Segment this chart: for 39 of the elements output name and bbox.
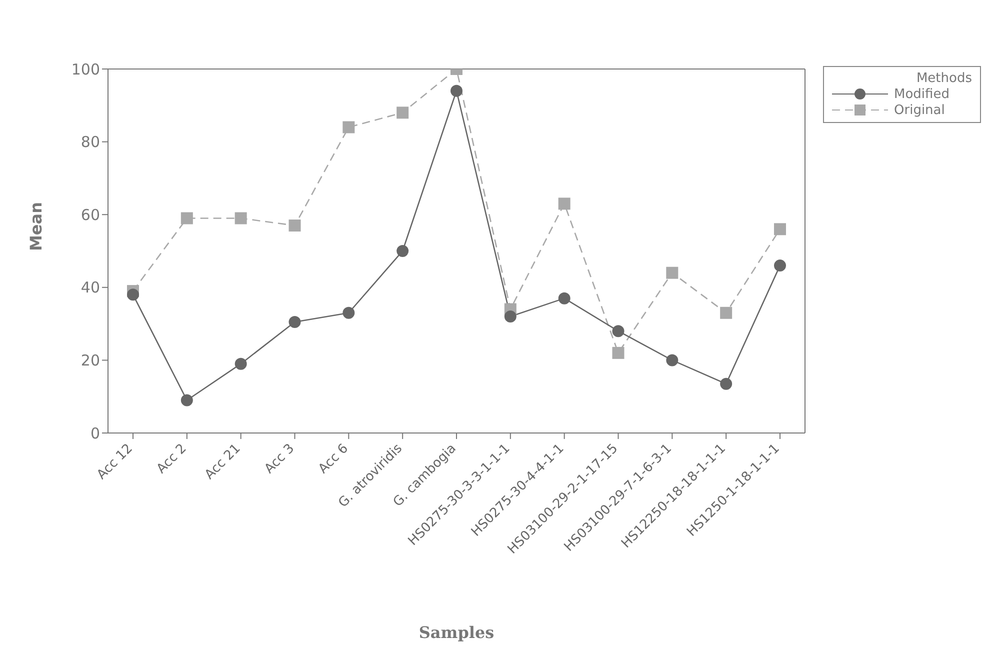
legend-label: Modified — [894, 86, 950, 102]
x-axis-title: Samples — [418, 623, 494, 642]
point — [234, 212, 247, 224]
legend-title: Methods — [915, 71, 972, 86]
x-tick-label: Acc 3 — [262, 441, 298, 477]
point — [342, 121, 355, 134]
y-tick-label: 0 — [90, 424, 100, 442]
y-tick-label: 20 — [80, 352, 100, 370]
x-tick-label: Acc 21 — [202, 441, 244, 483]
point — [396, 245, 409, 257]
x-tick-label: Acc 6 — [316, 441, 352, 477]
y-tick-label: 40 — [80, 278, 100, 297]
y-tick-label: 60 — [80, 206, 100, 224]
x-tick-label: Acc 12 — [94, 441, 136, 483]
y-axis-title: Mean — [26, 202, 46, 251]
point — [558, 198, 570, 210]
point — [720, 306, 732, 319]
point — [504, 310, 516, 323]
point — [180, 212, 193, 224]
point — [396, 106, 409, 119]
point — [720, 378, 732, 390]
point — [774, 260, 786, 272]
point — [558, 292, 570, 304]
point — [342, 306, 355, 319]
point — [450, 84, 462, 97]
y-tick-label: 100 — [71, 60, 100, 78]
y-tick-label: 80 — [80, 133, 100, 152]
point — [612, 346, 624, 359]
point — [180, 394, 193, 406]
point — [288, 220, 301, 232]
point — [666, 354, 678, 366]
legend-label: Original — [894, 102, 945, 118]
point — [666, 266, 678, 279]
point — [288, 316, 301, 328]
point — [612, 325, 624, 338]
x-tick-label: Acc 2 — [154, 441, 190, 477]
point — [234, 358, 247, 370]
point — [127, 288, 139, 301]
point — [774, 223, 786, 236]
